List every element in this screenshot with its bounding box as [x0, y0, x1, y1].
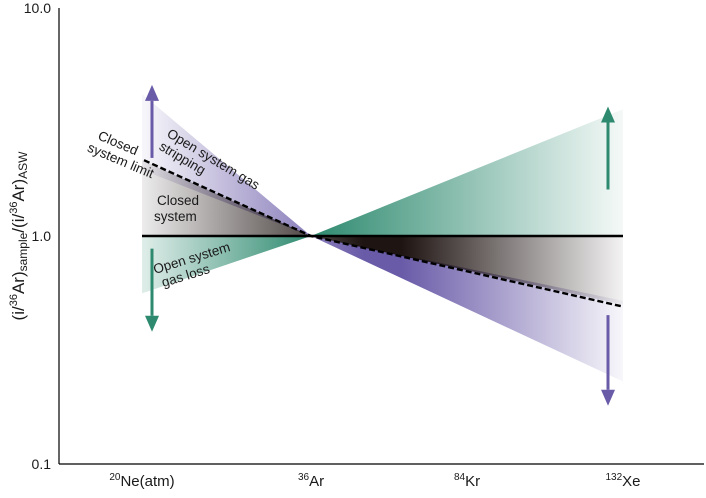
x-tick-ar-sup: 36 [298, 472, 310, 483]
y-label-part: Ar) [9, 179, 28, 202]
y-label-sup: 36 [8, 202, 20, 214]
y-label-part: (i/ [9, 306, 28, 320]
x-tick-ne-base: Ne(atm) [120, 473, 174, 490]
series-layer [142, 159, 624, 308]
arrows-layer [145, 84, 615, 406]
y-label-part: /(i/ [9, 214, 28, 233]
y-ticks: 0.1 1.0 10.0 [24, 0, 51, 472]
y-label-sub: sample [16, 232, 30, 271]
region-closed-system [142, 160, 623, 305]
series-closed-system-limit-line [143, 159, 624, 308]
region-gas-loss-right [311, 109, 623, 236]
x-tick-label-ar: 36Ar [298, 472, 324, 490]
y-axis-label: (i/36Ar)sample/(i/36Ar)ASW [8, 151, 30, 321]
x-tick-ne-sup: 20 [109, 472, 121, 483]
y-tick-label-1: 1.0 [32, 228, 52, 244]
annotation-line: system [154, 209, 197, 224]
x-tick-kr-sup: 84 [454, 472, 466, 483]
y-tick-label-2: 10.0 [24, 0, 51, 16]
x-tick-kr-base: Kr [465, 473, 480, 490]
arrow-ne-up [145, 84, 159, 158]
y-tick-label-0: 0.1 [32, 456, 52, 472]
y-label-sub: ASW [16, 151, 30, 179]
region-gas-loss-left [142, 236, 311, 294]
x-tick-label-ne: 20Ne(atm) [109, 472, 174, 490]
x-tick-xe-base: Xe [622, 473, 640, 490]
arrow-ne-down [145, 248, 159, 332]
arrow-xe-up [601, 106, 615, 190]
region-open-system-gas-stripping [142, 93, 623, 382]
y-label-part: Ar) [9, 271, 28, 294]
arrow-xe-down [601, 315, 615, 406]
annotation-line: Closed [157, 193, 199, 208]
x-tick-xe-sup: 132 [605, 472, 622, 483]
x-tick-label-xe: 132Xe [605, 472, 640, 490]
x-ticks: 20Ne(atm) 36Ar 84Kr 132Xe [109, 472, 640, 490]
axes: 0.1 1.0 10.0 20Ne(atm) 36Ar 84Kr 132Xe (… [8, 0, 704, 490]
x-tick-ar-base: Ar [309, 473, 324, 490]
regions-layer [142, 93, 623, 382]
annotation-closed-system: Closed system [154, 193, 203, 224]
y-label-sup: 36 [8, 294, 20, 306]
x-tick-label-kr: 84Kr [454, 472, 480, 490]
